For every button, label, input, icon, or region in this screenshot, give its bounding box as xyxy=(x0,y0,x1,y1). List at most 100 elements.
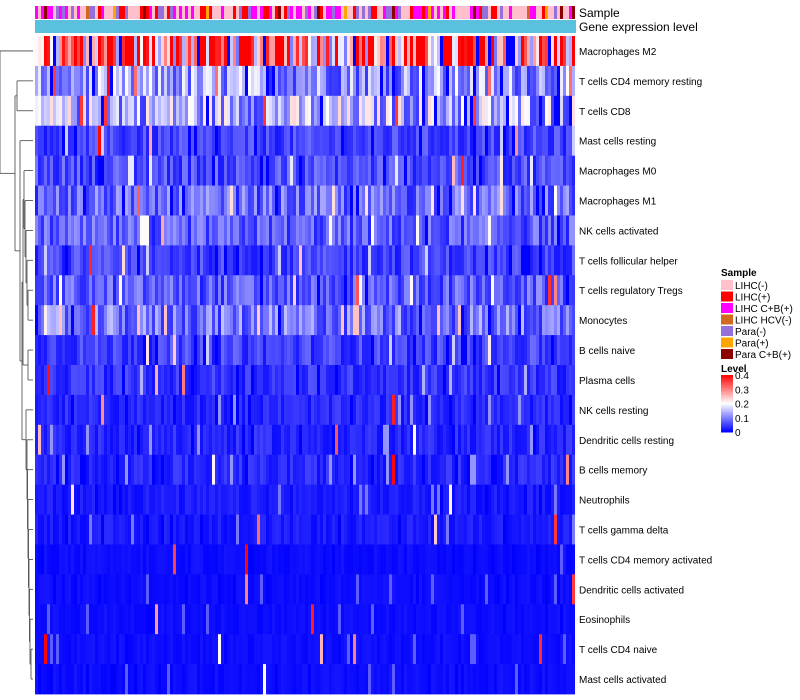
heatmap-cell xyxy=(449,454,452,486)
heatmap-cell xyxy=(506,36,509,67)
sample-annotation-cell xyxy=(71,6,74,19)
heatmap-cell xyxy=(227,155,230,186)
heatmap-cell xyxy=(317,424,320,456)
heatmap-cell xyxy=(449,394,452,426)
heatmap-cell xyxy=(74,65,77,97)
heatmap-cell xyxy=(317,65,320,97)
heatmap-cell xyxy=(341,125,344,157)
heatmap-cell xyxy=(368,664,371,695)
heatmap-cell xyxy=(299,185,302,216)
heatmap-cell xyxy=(113,394,116,426)
heatmap-cell xyxy=(323,125,326,157)
heatmap-cell xyxy=(251,544,254,575)
heatmap-cell xyxy=(158,305,161,336)
heatmap-cell xyxy=(356,454,359,486)
heatmap-cell xyxy=(254,604,257,635)
heatmap-cell xyxy=(173,335,176,366)
heatmap-cell xyxy=(536,275,539,306)
heatmap-cell xyxy=(551,394,554,426)
heatmap-cell xyxy=(263,424,266,456)
heatmap-cell xyxy=(341,484,344,515)
heatmap-cell xyxy=(149,544,152,575)
heatmap-cell xyxy=(410,215,413,246)
heatmap-cell xyxy=(38,454,41,486)
level-legend-title: Level xyxy=(721,364,747,375)
heatmap-cell xyxy=(290,574,293,605)
heatmap-cell xyxy=(329,155,332,186)
heatmap-cell xyxy=(374,544,377,575)
heatmap-cell xyxy=(473,424,476,456)
heatmap-cell xyxy=(38,574,41,605)
heatmap-cell xyxy=(185,454,188,486)
heatmap-cell xyxy=(188,305,191,336)
heatmap-cell xyxy=(356,514,359,545)
heatmap-cell xyxy=(152,484,155,515)
heatmap-cell xyxy=(464,275,467,306)
heatmap-cell xyxy=(458,514,461,545)
heatmap-cell xyxy=(212,36,215,67)
heatmap-cell xyxy=(506,185,509,216)
heatmap-cell xyxy=(461,634,464,665)
heatmap-cell xyxy=(524,335,527,366)
heatmap-cell xyxy=(362,424,365,456)
heatmap-cell xyxy=(278,95,281,127)
heatmap-cell xyxy=(536,544,539,575)
heatmap-cell xyxy=(557,484,560,515)
heatmap-cell xyxy=(143,424,146,456)
heatmap-cell xyxy=(512,574,515,605)
level-legend-ramp-step xyxy=(721,399,733,402)
heatmap-cell xyxy=(554,305,557,336)
heatmap-cell xyxy=(530,574,533,605)
heatmap-cell xyxy=(443,514,446,545)
heatmap-cell xyxy=(341,335,344,366)
heatmap-cell xyxy=(233,484,236,515)
heatmap-cell xyxy=(512,604,515,635)
heatmap-cell xyxy=(314,664,317,695)
heatmap-cell xyxy=(455,454,458,486)
heatmap-cell xyxy=(92,335,95,366)
heatmap-cell xyxy=(464,125,467,157)
heatmap-cell xyxy=(509,245,512,276)
heatmap-cell xyxy=(458,574,461,605)
heatmap-cell xyxy=(422,215,425,246)
sample-annotation-cell xyxy=(47,6,50,19)
heatmap-cell xyxy=(128,65,131,97)
heatmap-cell xyxy=(338,125,341,157)
heatmap-cell xyxy=(179,365,182,396)
heatmap-cell xyxy=(482,335,485,366)
heatmap-cell xyxy=(134,574,137,605)
heatmap-cell xyxy=(80,125,83,157)
heatmap-cell xyxy=(149,305,152,336)
heatmap-cell xyxy=(155,125,158,157)
heatmap-cell xyxy=(392,634,395,665)
heatmap-cell xyxy=(104,424,107,456)
heatmap-cell xyxy=(209,634,212,665)
heatmap-cell xyxy=(308,664,311,695)
heatmap-cell xyxy=(209,125,212,157)
heatmap-cell xyxy=(140,484,143,515)
sample-annotation-cell xyxy=(182,6,185,19)
heatmap-cell xyxy=(185,604,188,635)
heatmap-cell xyxy=(392,275,395,306)
heatmap-cell xyxy=(224,155,227,186)
heatmap-cell xyxy=(365,65,368,97)
heatmap-cell xyxy=(227,574,230,605)
heatmap-cell xyxy=(233,544,236,575)
heatmap-cell xyxy=(503,275,506,306)
heatmap-cell xyxy=(335,245,338,276)
sample-annotation-cell xyxy=(335,6,338,19)
sample-annotation-cell xyxy=(422,6,425,19)
heatmap-cell xyxy=(74,604,77,635)
heatmap-cell xyxy=(503,155,506,186)
heatmap-cell xyxy=(128,514,131,545)
heatmap-cell xyxy=(536,36,539,67)
heatmap-cell xyxy=(551,125,554,157)
heatmap-cell xyxy=(464,245,467,276)
heatmap-cell xyxy=(527,155,530,186)
heatmap-cell xyxy=(56,95,59,127)
heatmap-cell xyxy=(74,424,77,456)
heatmap-cell xyxy=(107,664,110,695)
heatmap-cell xyxy=(506,484,509,515)
heatmap-cell xyxy=(293,305,296,336)
heatmap-cell xyxy=(80,664,83,695)
